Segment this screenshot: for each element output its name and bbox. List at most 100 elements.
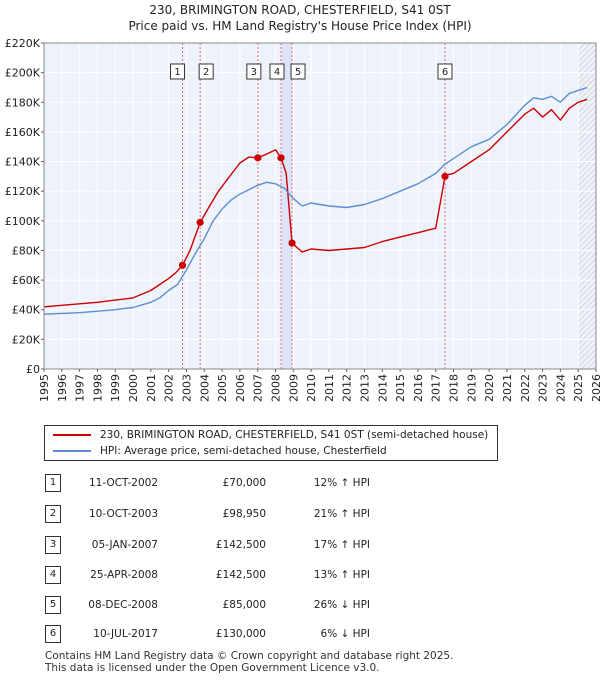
- hpi-line: [43, 86, 588, 315]
- y-tick-label: £80K: [12, 244, 41, 257]
- transaction-hpi-diff: 12% ↑ HPI: [313, 477, 370, 489]
- x-tick-label: 1998: [91, 374, 104, 402]
- table-row: 5 08-DEC-2008 £85,000 26% ↓ HPI: [0, 596, 600, 614]
- forecast-hatch: [578, 43, 596, 369]
- chart-legend: 230, BRIMINGTON ROAD, CHESTERFIELD, S41 …: [44, 425, 498, 461]
- sale-label-box: [269, 63, 285, 80]
- transaction-price: £130,000: [215, 628, 266, 640]
- transaction-hpi-diff: 26% ↓ HPI: [313, 599, 370, 611]
- legend-item-price-paid: 230, BRIMINGTON ROAD, CHESTERFIELD, S41 …: [53, 428, 488, 442]
- transaction-price: £98,950: [222, 508, 266, 520]
- x-tick-label: 2011: [323, 374, 336, 402]
- transaction-number: 6: [45, 625, 61, 643]
- x-tick-label: 2022: [519, 374, 532, 402]
- y-tick-label: £220K: [5, 37, 41, 50]
- footer-licence: This data is licensed under the Open Gov…: [45, 662, 380, 674]
- x-tick-label: 2013: [359, 374, 372, 402]
- x-tick-label: 2003: [180, 374, 193, 402]
- x-tick-label: 2016: [412, 374, 425, 402]
- x-tick-label: 2006: [234, 374, 247, 402]
- y-tick-label: £160K: [5, 126, 41, 139]
- sale-label-box: [170, 63, 186, 80]
- legend-swatch-hpi: [53, 450, 91, 452]
- x-tick-label: 1996: [56, 374, 69, 402]
- legend-label-price-paid: 230, BRIMINGTON ROAD, CHESTERFIELD, S41 …: [100, 429, 489, 441]
- x-tick-label: 1997: [74, 374, 87, 402]
- sale-point: [178, 261, 187, 269]
- x-tick-label: 2017: [430, 374, 443, 402]
- transaction-price: £70,000: [222, 477, 266, 489]
- legend-item-hpi: HPI: Average price, semi-detached house,…: [53, 444, 387, 458]
- sale-label-box: [246, 63, 262, 80]
- transaction-date: 10-OCT-2003: [89, 508, 158, 520]
- x-tick-label: 2026: [590, 374, 600, 402]
- x-tick-label: 2012: [341, 374, 354, 402]
- transaction-number: 2: [45, 505, 61, 523]
- y-tick-label: £180K: [5, 96, 41, 109]
- x-tick-label: 2002: [163, 374, 176, 402]
- x-tick-label: 2009: [287, 374, 300, 402]
- transaction-price: £142,500: [215, 569, 266, 581]
- sale-label-text: 5: [295, 67, 301, 78]
- table-row: 4 25-APR-2008 £142,500 13% ↑ HPI: [0, 566, 600, 584]
- sale-label-box: [437, 63, 453, 80]
- x-tick-label: 2014: [376, 374, 389, 402]
- x-tick-label: 2025: [572, 374, 585, 402]
- sale-point: [441, 172, 449, 180]
- sale-point: [288, 239, 296, 247]
- sale-label-box: [290, 63, 306, 80]
- y-tick-label: £20K: [12, 333, 41, 346]
- sale-label-box: [198, 63, 214, 80]
- transaction-number: 4: [45, 566, 61, 584]
- legend-swatch-price-paid: [53, 434, 91, 436]
- transaction-hpi-diff: 6% ↓ HPI: [320, 628, 370, 640]
- x-tick-label: 2004: [198, 374, 211, 402]
- x-tick-label: 2015: [394, 374, 407, 402]
- legend-label-hpi: HPI: Average price, semi-detached house,…: [100, 445, 387, 457]
- x-tick-label: 2023: [537, 374, 550, 402]
- sale-point: [196, 218, 204, 226]
- x-tick-label: 1995: [38, 374, 51, 402]
- table-row: 6 10-JUL-2017 £130,000 6% ↓ HPI: [0, 625, 600, 643]
- transaction-number: 5: [45, 596, 61, 614]
- price-chart: 1 2 3 4 5 6 £0 £20K £40K £60K £80K £100K £120K £140K…: [5, 37, 600, 402]
- x-tick-label: 2020: [483, 374, 496, 402]
- x-tick-label: 2000: [127, 374, 140, 402]
- axes-frame: [43, 42, 597, 370]
- table-row: 1 11-OCT-2002 £70,000 12% ↑ HPI: [0, 474, 600, 492]
- y-tick-label: £0: [26, 363, 40, 376]
- x-tick-label: 2024: [554, 374, 567, 402]
- y-tick-label: £140K: [5, 156, 41, 169]
- transaction-hpi-diff: 21% ↑ HPI: [313, 508, 370, 520]
- plot-area: [44, 43, 596, 369]
- sale-label-text: 2: [203, 67, 209, 78]
- x-tick-label: 2018: [448, 374, 461, 402]
- x-tick-label: 2019: [465, 374, 478, 402]
- transaction-price: £142,500: [215, 539, 266, 551]
- sale-label-text: 3: [251, 67, 257, 78]
- y-tick-label: £100K: [5, 215, 41, 228]
- x-tick-label: 2008: [269, 374, 282, 402]
- transaction-date: 05-JAN-2007: [91, 539, 158, 551]
- chart-subtitle: Price paid vs. HM Land Registry's House …: [128, 19, 472, 33]
- transaction-date: 11-OCT-2002: [89, 477, 158, 489]
- chart-title: 230, BRIMINGTON ROAD, CHESTERFIELD, S41 …: [149, 3, 451, 17]
- sale-label-text: 1: [174, 67, 180, 78]
- table-row: 3 05-JAN-2007 £142,500 17% ↑ HPI: [0, 536, 600, 554]
- y-tick-label: £60K: [12, 274, 41, 287]
- y-tick-label: £40K: [12, 304, 41, 317]
- sale-point: [277, 154, 285, 162]
- sale-label-text: 6: [442, 67, 448, 78]
- transaction-date: 25-APR-2008: [90, 569, 158, 581]
- x-tick-label: 2021: [501, 374, 514, 402]
- x-tick-label: 2007: [252, 374, 265, 402]
- transaction-number: 3: [45, 536, 61, 554]
- transaction-hpi-diff: 13% ↑ HPI: [313, 569, 370, 581]
- transaction-number: 1: [45, 474, 61, 492]
- transaction-date: 08-DEC-2008: [88, 599, 158, 611]
- table-row: 2 10-OCT-2003 £98,950 21% ↑ HPI: [0, 505, 600, 523]
- sale-label-text: 4: [274, 67, 280, 78]
- y-tick-label: £200K: [5, 67, 41, 80]
- sale-point: [254, 154, 262, 162]
- transaction-date: 10-JUL-2017: [93, 628, 158, 640]
